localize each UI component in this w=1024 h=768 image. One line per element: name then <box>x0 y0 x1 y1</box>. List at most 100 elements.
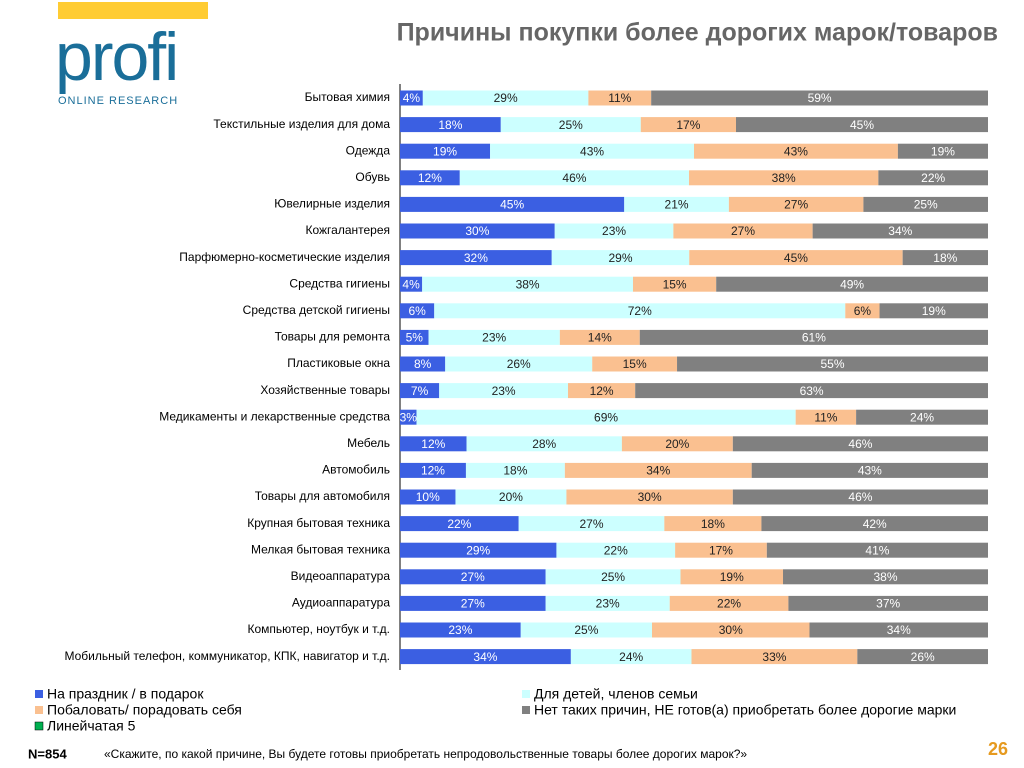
bar-segment <box>400 383 440 399</box>
bar-segment <box>400 409 417 425</box>
value-label: 24% <box>910 410 934 424</box>
value-label: 22% <box>717 597 741 611</box>
bar-segment <box>459 170 690 186</box>
category-label: Аудиоаппаратура <box>292 596 390 610</box>
bar-segment <box>845 303 880 319</box>
value-label: 25% <box>914 198 938 212</box>
category-label: Крупная бытовая техника <box>247 516 390 530</box>
value-label: 18% <box>933 251 957 265</box>
legend-label: На праздник / в подарок <box>47 686 204 702</box>
bar-segment <box>400 117 501 133</box>
logo-bar <box>58 2 208 19</box>
bar-segment <box>856 409 988 425</box>
value-label: 23% <box>492 384 516 398</box>
bar-segment <box>689 250 903 266</box>
value-label: 55% <box>821 357 845 371</box>
bar-segment <box>691 649 858 665</box>
legend-label: Линейчатая 5 <box>47 718 136 734</box>
value-label: 45% <box>784 251 808 265</box>
value-label: 34% <box>887 623 911 637</box>
bar-segment <box>728 196 864 212</box>
value-label: 24% <box>619 650 643 664</box>
value-label: 43% <box>580 144 604 158</box>
value-label: 43% <box>858 464 882 478</box>
bar-segment <box>783 569 988 585</box>
legend-swatch <box>34 721 44 731</box>
bar-segment <box>400 250 552 266</box>
bar-segment <box>897 143 988 159</box>
category-label: Обувь <box>355 170 390 184</box>
value-label: 22% <box>921 171 945 185</box>
value-label: 12% <box>421 437 445 451</box>
bar-segment <box>400 276 423 292</box>
category-label: Товары для ремонта <box>275 330 391 344</box>
bar-segment <box>732 489 988 505</box>
bar-segment <box>761 516 988 532</box>
value-label: 19% <box>433 144 457 158</box>
bar-segment <box>439 383 568 399</box>
bar-segment <box>689 170 879 186</box>
value-label: 14% <box>588 331 612 345</box>
value-label: 34% <box>646 464 670 478</box>
bar-segment <box>675 542 767 558</box>
bar-segment <box>400 595 546 611</box>
bar-segment <box>640 117 736 133</box>
value-label: 29% <box>494 91 518 105</box>
bar-segment <box>400 569 546 585</box>
value-label: 38% <box>516 277 540 291</box>
value-label: 15% <box>623 357 647 371</box>
value-label: 22% <box>447 517 471 531</box>
bar-segment <box>639 329 988 345</box>
legend-label: Для детей, членов семьи <box>534 686 698 702</box>
bar-segment <box>680 569 784 585</box>
bar-segment <box>568 383 636 399</box>
bar-segment <box>795 409 857 425</box>
value-label: 38% <box>772 171 796 185</box>
value-label: 27% <box>461 597 485 611</box>
legend-label: Побаловать/ порадовать себя <box>47 702 242 718</box>
value-label: 12% <box>590 384 614 398</box>
bar-segment <box>400 170 460 186</box>
legend-swatch <box>35 690 43 698</box>
category-label: Парфюмерно-косметические изделия <box>179 250 390 264</box>
value-label: 26% <box>507 357 531 371</box>
bar-segment <box>551 250 690 266</box>
category-label: Ювелирные изделия <box>274 197 390 211</box>
bar-segment <box>766 542 988 558</box>
value-label: 20% <box>665 437 689 451</box>
value-label: 17% <box>676 118 700 132</box>
bar-segment <box>422 90 589 106</box>
bar-segment <box>400 649 571 665</box>
value-label: 38% <box>873 570 897 584</box>
category-label: Средства детской гигиены <box>243 303 390 317</box>
bar-segment <box>812 223 988 239</box>
value-label: 27% <box>579 517 603 531</box>
legend-swatch <box>35 706 43 714</box>
bar-segment <box>592 356 678 372</box>
category-label: Хозяйственные товары <box>260 383 390 397</box>
value-label: 8% <box>414 357 432 371</box>
category-label: Мебель <box>347 436 390 450</box>
value-label: 18% <box>701 517 725 531</box>
value-label: 41% <box>865 543 889 557</box>
bar-segment <box>400 622 521 638</box>
legend-swatch <box>522 706 530 714</box>
value-label: 69% <box>594 410 618 424</box>
value-label: 10% <box>416 490 440 504</box>
category-label: Автомобиль <box>322 463 390 477</box>
value-label: 15% <box>663 277 687 291</box>
category-label: Мелкая бытовая техника <box>251 542 390 556</box>
bar-segment <box>652 622 810 638</box>
value-label: 33% <box>762 650 786 664</box>
bar-segment <box>400 329 429 345</box>
bar-segment <box>400 462 466 478</box>
value-label: 22% <box>604 543 628 557</box>
category-label: Пластиковые окна <box>287 356 390 370</box>
value-label: 27% <box>731 224 755 238</box>
bar-segment <box>400 90 423 106</box>
value-label: 30% <box>638 490 662 504</box>
n: N=854 <box>28 746 67 761</box>
bar-segment <box>400 489 456 505</box>
bar-segment <box>500 117 641 133</box>
bar-segment <box>857 649 988 665</box>
